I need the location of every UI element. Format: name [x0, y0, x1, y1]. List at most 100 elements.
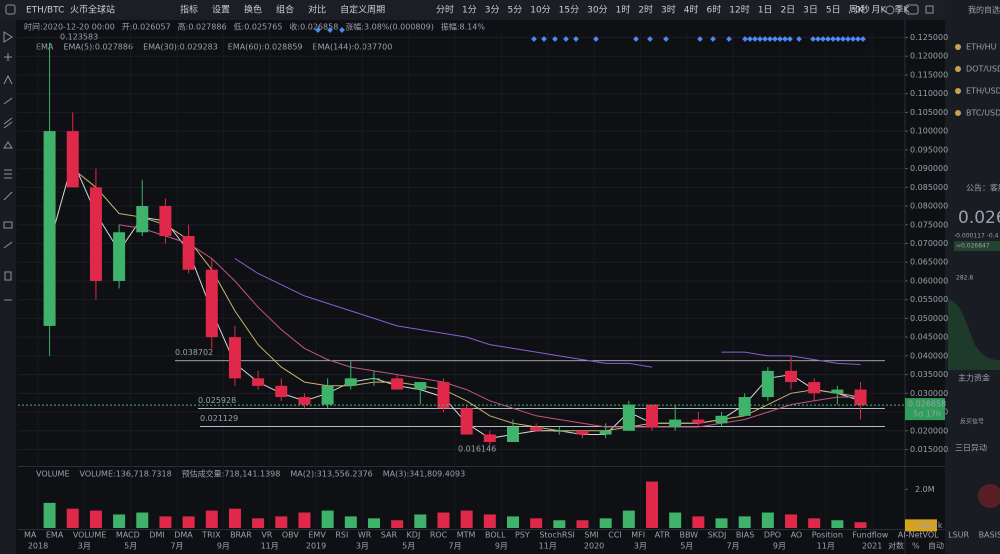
indicator-tab[interactable]: MA: [24, 531, 37, 540]
indicator-tab[interactable]: MTM: [457, 531, 476, 540]
indicator-tab[interactable]: KDJ: [407, 531, 421, 540]
indicator-tab[interactable]: AI-NetVOL: [898, 531, 939, 540]
period[interactable]: 15分: [559, 5, 579, 16]
period[interactable]: 月K: [872, 5, 888, 16]
period[interactable]: 2日: [780, 5, 795, 16]
indicator-tab[interactable]: SMI: [584, 531, 598, 540]
tool-shape[interactable]: [3, 141, 13, 149]
indicator-tab[interactable]: CCI: [608, 531, 622, 540]
indicator-tab[interactable]: EMA: [46, 531, 64, 540]
toolbar-item[interactable]: 对比: [308, 4, 326, 16]
indicator-tab[interactable]: BOLL: [485, 531, 506, 540]
indicator-tab[interactable]: VOLUME: [73, 531, 107, 540]
indicator-tab[interactable]: DMI: [149, 531, 164, 540]
signal-marker: [315, 27, 321, 33]
toolbar-item[interactable]: 指标: [180, 4, 198, 16]
watch-item[interactable]: ETH/USD: [966, 87, 1000, 96]
indicator-tab[interactable]: TRIX: [201, 531, 221, 540]
ref-bg: [954, 241, 1000, 251]
indicator-tab[interactable]: LSUR: [948, 531, 969, 540]
watch-item[interactable]: DOT/USD: [966, 65, 1000, 74]
sidebar-signal[interactable]: 反买信号: [960, 418, 984, 426]
period[interactable]: 1日: [758, 5, 773, 16]
tool-pen[interactable]: [3, 191, 13, 201]
sidebar-movers[interactable]: 三日异动: [955, 443, 987, 453]
axis-option[interactable]: 对数: [888, 541, 904, 551]
indicator-tab[interactable]: BIAS: [736, 531, 754, 540]
volume-bar: [761, 512, 774, 528]
tool-cursor[interactable]: [3, 31, 13, 43]
indicator-tab[interactable]: Position: [812, 531, 843, 540]
tool-ruler[interactable]: [3, 241, 13, 249]
indicator-tab[interactable]: BRAR: [230, 531, 252, 540]
watch-item[interactable]: ETH/HU: [966, 43, 997, 52]
x-tick-label: 2021: [862, 542, 882, 551]
indicator-tab[interactable]: DMA: [174, 531, 193, 540]
volume-bar: [692, 516, 705, 528]
axis-option[interactable]: %: [912, 542, 920, 551]
period[interactable]: 季K: [894, 4, 910, 16]
tool-measure[interactable]: [3, 221, 13, 229]
indicator-tab[interactable]: MACD: [116, 531, 140, 540]
indicator-tab[interactable]: Fundflow: [852, 531, 888, 540]
tool-cross[interactable]: [4, 53, 12, 61]
indicator-tab[interactable]: PSY: [515, 531, 530, 540]
period[interactable]: 3日: [803, 5, 818, 16]
indicator-tab[interactable]: WR: [358, 531, 372, 540]
toolbar-item[interactable]: 换色: [244, 4, 262, 16]
period[interactable]: 4时: [684, 4, 699, 16]
period[interactable]: 30分: [587, 5, 607, 16]
menu-icon[interactable]: [5, 4, 16, 15]
toolbar-bg: [0, 0, 945, 20]
period[interactable]: 周K: [849, 5, 865, 16]
tool-lock[interactable]: [4, 271, 12, 281]
candle-body: [854, 389, 867, 406]
period[interactable]: 3时: [661, 4, 676, 16]
period[interactable]: 分时: [436, 4, 454, 16]
watch-item[interactable]: BTC/USD: [966, 109, 1000, 118]
tool-channel[interactable]: [3, 117, 13, 129]
signal-marker: [742, 36, 748, 42]
signal-marker: [762, 36, 768, 42]
indicator-tab[interactable]: BASIS: [979, 531, 1000, 540]
indicator-tab[interactable]: MFI: [631, 531, 645, 540]
settings-icon[interactable]: [885, 5, 895, 15]
x-tick-label: 9月: [495, 542, 508, 551]
sidebar-flow[interactable]: 主力资金: [958, 373, 990, 383]
period[interactable]: 2时: [638, 4, 653, 16]
indicator-tab[interactable]: DPO: [764, 531, 781, 540]
sidebar-title[interactable]: 我的自选: [968, 5, 1000, 15]
indicator-tab[interactable]: SAR: [381, 531, 398, 540]
indicator-tab[interactable]: BBW: [679, 531, 698, 540]
period[interactable]: 10分: [530, 5, 550, 16]
symbol[interactable]: ETH/BTC: [26, 6, 64, 16]
indicator-tab[interactable]: StochRSI: [539, 531, 575, 540]
indicator-tab[interactable]: RSI: [335, 531, 348, 540]
axis-option[interactable]: 自动: [928, 541, 944, 551]
period[interactable]: 5分: [507, 5, 522, 16]
indicator-tab[interactable]: AO: [791, 531, 803, 540]
toolbar-icons[interactable]: [5, 4, 934, 15]
tool-fib[interactable]: [4, 169, 12, 179]
toolbar-item[interactable]: 组合: [276, 4, 294, 16]
fullscreen-icon[interactable]: [925, 5, 934, 14]
indicator-tab[interactable]: OBV: [282, 531, 300, 540]
tools[interactable]: [3, 31, 13, 301]
period[interactable]: 1分: [462, 5, 477, 16]
volume-bar: [460, 510, 473, 528]
indicator-tab[interactable]: ATR: [655, 531, 671, 540]
period[interactable]: 12时: [729, 4, 749, 16]
period[interactable]: 6时: [707, 4, 722, 16]
tool-text[interactable]: [3, 74, 13, 85]
indicator-tab[interactable]: EMV: [308, 531, 326, 540]
period[interactable]: 1时: [616, 4, 631, 16]
indicator-tab[interactable]: ROC: [430, 531, 448, 540]
toolbar-item[interactable]: 自定义周期: [340, 4, 385, 16]
period[interactable]: 3分: [485, 5, 500, 16]
indicator-tab[interactable]: VR: [261, 531, 272, 540]
tool-line[interactable]: [3, 97, 13, 105]
camera-icon[interactable]: [905, 4, 919, 15]
toolbar-item[interactable]: 设置: [212, 5, 230, 16]
period[interactable]: 5日: [826, 5, 841, 16]
indicator-tab[interactable]: SKDJ: [708, 531, 727, 540]
